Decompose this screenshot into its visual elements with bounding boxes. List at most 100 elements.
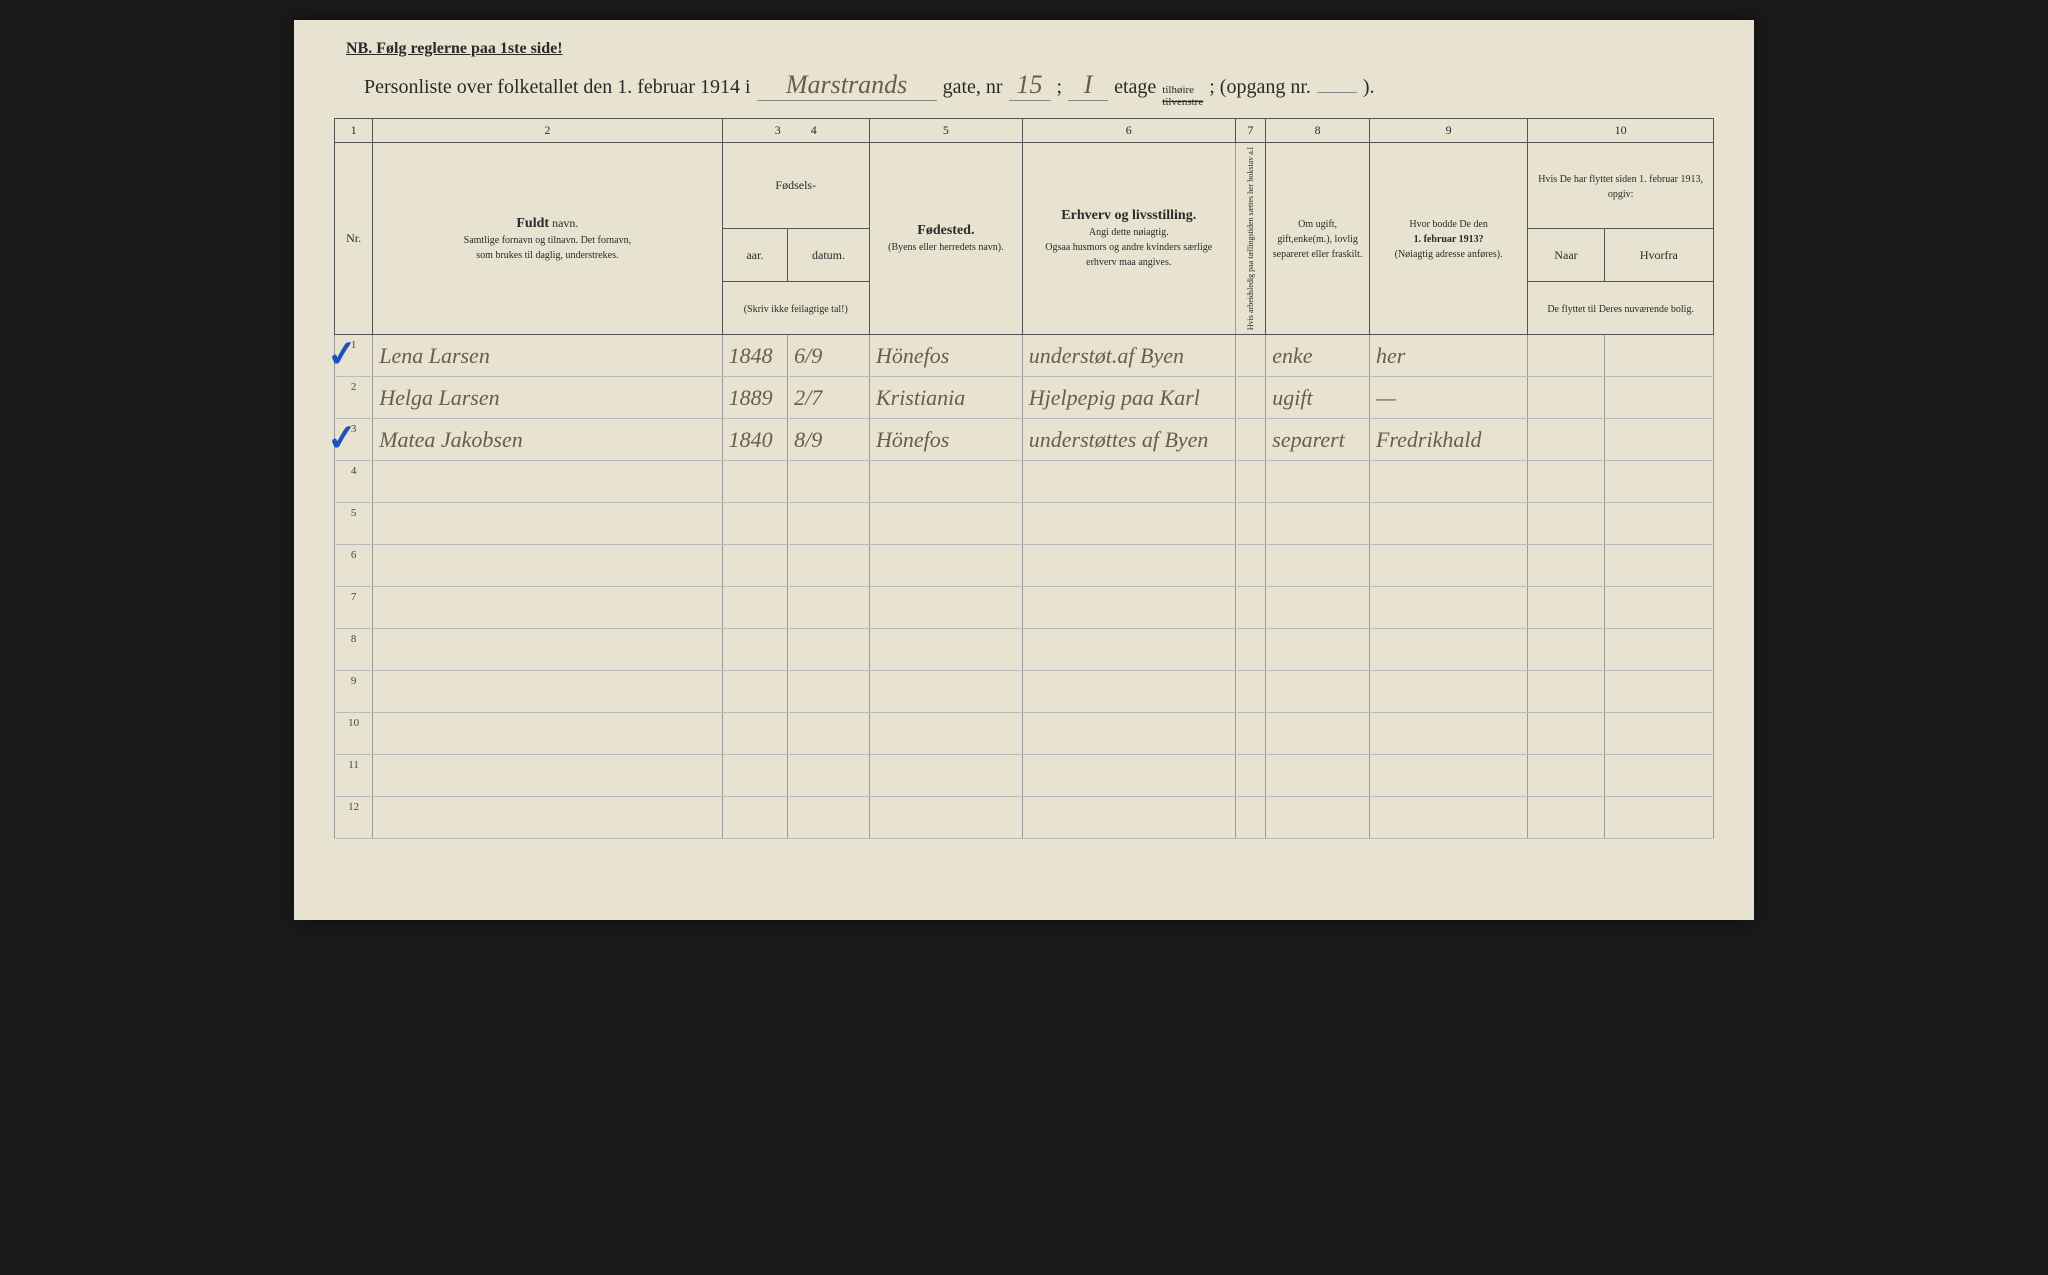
floor-number: I bbox=[1068, 70, 1108, 101]
colnum-6: 6 bbox=[1022, 119, 1235, 143]
table-row: 11 bbox=[335, 755, 1714, 797]
cell-nr: 8 bbox=[335, 629, 373, 671]
cell-col7 bbox=[1235, 335, 1266, 377]
cell-datum: 6/9 bbox=[788, 335, 870, 377]
table-row: 1✓Lena Larsen18486/9Hönefosunderstøt.af … bbox=[335, 335, 1714, 377]
colnum-5: 5 bbox=[869, 119, 1022, 143]
gate-label: gate, nr bbox=[943, 76, 1003, 99]
cell-col9 bbox=[1369, 461, 1527, 503]
table-row: 9 bbox=[335, 671, 1714, 713]
header-nr: Nr. bbox=[335, 143, 373, 335]
cell-fodested bbox=[869, 713, 1022, 755]
cell-naar bbox=[1528, 503, 1604, 545]
cell-fodested: Hönefos bbox=[869, 335, 1022, 377]
cell-nr: 3✓ bbox=[335, 419, 373, 461]
cell-datum bbox=[788, 671, 870, 713]
cell-col9 bbox=[1369, 503, 1527, 545]
cell-col7 bbox=[1235, 713, 1266, 755]
opgang-label: ; (opgang nr. bbox=[1209, 76, 1311, 99]
cell-navn bbox=[373, 545, 722, 587]
colnum-7: 7 bbox=[1235, 119, 1266, 143]
cell-erhverv bbox=[1022, 461, 1235, 503]
cell-erhverv bbox=[1022, 797, 1235, 839]
table-row: 10 bbox=[335, 713, 1714, 755]
table-row: 2Helga Larsen18892/7KristianiaHjelpepig … bbox=[335, 377, 1714, 419]
cell-nr: 9 bbox=[335, 671, 373, 713]
cell-navn bbox=[373, 797, 722, 839]
cell-col8 bbox=[1266, 797, 1370, 839]
cell-col7 bbox=[1235, 629, 1266, 671]
cell-datum bbox=[788, 587, 870, 629]
cell-aar bbox=[722, 671, 788, 713]
cell-col9 bbox=[1369, 755, 1527, 797]
cell-navn: Helga Larsen bbox=[373, 377, 722, 419]
cell-hvorfra bbox=[1604, 545, 1713, 587]
cell-hvorfra bbox=[1604, 419, 1713, 461]
cell-col7 bbox=[1235, 377, 1266, 419]
cell-navn: Matea Jakobsen bbox=[373, 419, 722, 461]
cell-datum bbox=[788, 755, 870, 797]
cell-col9 bbox=[1369, 545, 1527, 587]
cell-col8: ugift bbox=[1266, 377, 1370, 419]
title-prefix: Personliste over folketallet den 1. febr… bbox=[364, 76, 751, 99]
cell-hvorfra bbox=[1604, 629, 1713, 671]
cell-col7 bbox=[1235, 545, 1266, 587]
colnum-9: 9 bbox=[1369, 119, 1527, 143]
street-name: Marstrands bbox=[757, 70, 937, 101]
cell-datum bbox=[788, 713, 870, 755]
table-body: 1✓Lena Larsen18486/9Hönefosunderstøt.af … bbox=[335, 335, 1714, 839]
cell-nr: 10 bbox=[335, 713, 373, 755]
cell-hvorfra bbox=[1604, 671, 1713, 713]
table-row: 12 bbox=[335, 797, 1714, 839]
cell-nr: 4 bbox=[335, 461, 373, 503]
header-col10-bottom: De flyttet til Deres nuværende bolig. bbox=[1528, 282, 1714, 335]
cell-col8 bbox=[1266, 587, 1370, 629]
cell-col8 bbox=[1266, 671, 1370, 713]
side-bottom: tilvenstre bbox=[1162, 96, 1203, 108]
cell-hvorfra bbox=[1604, 377, 1713, 419]
colnum-34: 3 4 bbox=[722, 119, 869, 143]
cell-aar: 1840 bbox=[722, 419, 788, 461]
header-skriv-note: (Skriv ikke feilagtige tal!) bbox=[722, 282, 869, 335]
colnum-2: 2 bbox=[373, 119, 722, 143]
cell-naar bbox=[1528, 671, 1604, 713]
header-aar: aar. bbox=[722, 229, 788, 282]
header-row-main: Nr. Fuldt navn. Samtlige fornavn og tiln… bbox=[335, 143, 1714, 229]
cell-nr: 12 bbox=[335, 797, 373, 839]
cell-naar bbox=[1528, 545, 1604, 587]
cell-datum: 8/9 bbox=[788, 419, 870, 461]
cell-naar bbox=[1528, 587, 1604, 629]
header-fodsels: Fødsels- bbox=[722, 143, 869, 229]
cell-col7 bbox=[1235, 797, 1266, 839]
header-datum: datum. bbox=[788, 229, 870, 282]
cell-aar bbox=[722, 755, 788, 797]
table-row: 5 bbox=[335, 503, 1714, 545]
table-row: 4 bbox=[335, 461, 1714, 503]
cell-aar: 1848 bbox=[722, 335, 788, 377]
cell-naar bbox=[1528, 335, 1604, 377]
table-row: 3✓Matea Jakobsen18408/9Hönefosunderstøtt… bbox=[335, 419, 1714, 461]
table-row: 7 bbox=[335, 587, 1714, 629]
table-row: 8 bbox=[335, 629, 1714, 671]
cell-col8: separert bbox=[1266, 419, 1370, 461]
cell-erhverv bbox=[1022, 587, 1235, 629]
side-options: tilhøire tilvenstre bbox=[1162, 84, 1203, 108]
cell-erhverv: understøt.af Byen bbox=[1022, 335, 1235, 377]
cell-aar bbox=[722, 797, 788, 839]
colnum-1: 1 bbox=[335, 119, 373, 143]
cell-hvorfra bbox=[1604, 503, 1713, 545]
checkmark-icon: ✓ bbox=[325, 416, 359, 460]
table-row: 6 bbox=[335, 545, 1714, 587]
cell-erhverv: understøttes af Byen bbox=[1022, 419, 1235, 461]
cell-erhverv bbox=[1022, 671, 1235, 713]
cell-col9 bbox=[1369, 671, 1527, 713]
cell-hvorfra bbox=[1604, 755, 1713, 797]
cell-datum bbox=[788, 461, 870, 503]
etage-label: etage bbox=[1114, 76, 1156, 99]
cell-col8 bbox=[1266, 545, 1370, 587]
semi1: ; bbox=[1057, 76, 1063, 99]
header-col9: Hvor bodde De den 1. februar 1913? (Nøia… bbox=[1369, 143, 1527, 335]
cell-fodested bbox=[869, 629, 1022, 671]
cell-col9: her bbox=[1369, 335, 1527, 377]
document-title-line: Personliste over folketallet den 1. febr… bbox=[364, 70, 1714, 108]
